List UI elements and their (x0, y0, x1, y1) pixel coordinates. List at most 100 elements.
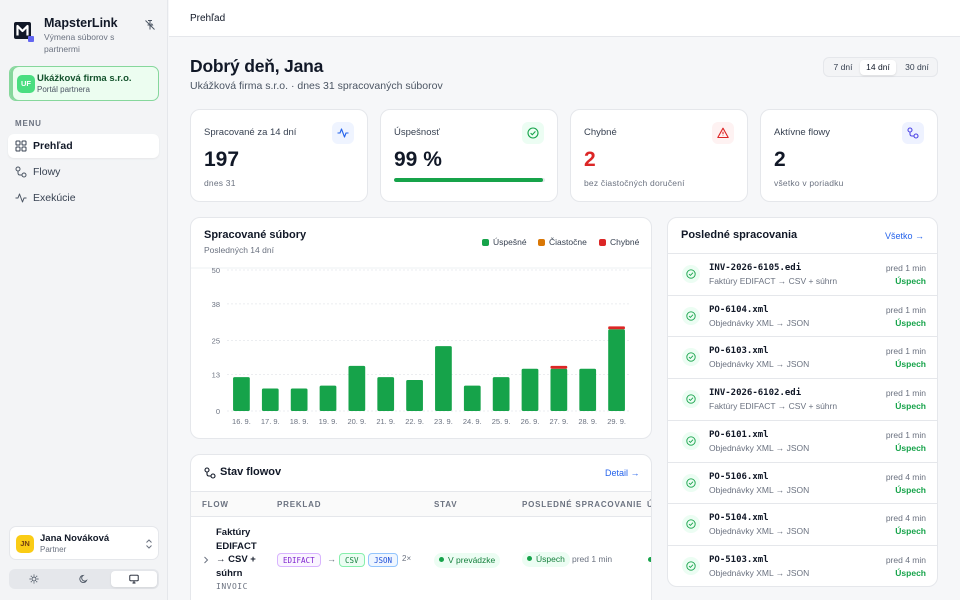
x-tick-label: 17. 9. (261, 417, 280, 426)
recent-all-link[interactable]: Všetko → (885, 231, 925, 241)
run-time: pred 1 min (885, 304, 926, 315)
y-tick-label: 25 (212, 337, 220, 346)
file-name[interactable]: PO-6103.xml (709, 346, 769, 357)
range-14d-button[interactable]: 14 dní (860, 60, 896, 75)
bar-success (348, 365, 366, 411)
list-item[interactable]: PO-5106.xml Objednávky XML → JSON pred 4 m… (668, 461, 937, 504)
bar-success (463, 385, 481, 411)
org-switcher[interactable]: UF Ukážková firma s.r.o. Portál partnera (9, 66, 159, 101)
topbar: Prehľad (169, 0, 960, 37)
list-item[interactable]: PO-5104.xml Objednávky XML → JSON pred 4 m… (668, 503, 937, 545)
unpin-icon[interactable] (144, 19, 156, 31)
kpi-value: 2 (584, 148, 596, 171)
theme-dark-button[interactable] (61, 571, 107, 587)
sidebar-item-exekucie[interactable]: Exekúcie (8, 186, 159, 210)
legend-label: Čiastočne (549, 237, 587, 247)
run-time: pred 4 min (885, 471, 926, 482)
grid-icon (15, 140, 27, 152)
kpi-sub: všetko v poriadku (774, 178, 844, 188)
theme-light-button[interactable] (11, 571, 57, 587)
range-selector: 7 dní 14 dní 30 dní (823, 57, 938, 77)
x-tick-label: 23. 9. (434, 417, 453, 426)
flows-detail-link[interactable]: Detail → (605, 468, 640, 478)
flow-description: Objednávky XML → JSON (709, 567, 810, 578)
list-item[interactable]: PO-5103.xml Objednávky XML → JSON pred 4 m… (668, 544, 937, 586)
run-status: Úspech (895, 526, 926, 537)
x-tick-label: 16. 9. (232, 417, 251, 426)
chart-card: Spracované súbory Posledných 14 dní Úspe… (190, 217, 652, 439)
sun-icon (29, 574, 39, 584)
chart-subtitle: Posledných 14 dní (204, 245, 274, 255)
file-name[interactable]: PO-5104.xml (709, 513, 769, 524)
sidebar-item-flowy[interactable]: Flowy (8, 160, 159, 184)
range-7d-button[interactable]: 7 dní (833, 62, 853, 72)
theme-system-button[interactable] (111, 571, 157, 587)
check-icon (686, 311, 696, 321)
y-tick-label: 0 (216, 407, 220, 416)
kpi-icon-box (902, 122, 924, 144)
run-status: Úspech (895, 484, 926, 495)
list-item[interactable]: INV-2026-6102.edi Faktúry EDIFACT → CSV +… (668, 378, 937, 420)
legend-swatch (482, 239, 489, 246)
run-status: Úspech (895, 442, 926, 453)
sidebar-item-label: Exekúcie (33, 192, 76, 204)
bar-success (435, 346, 452, 411)
brand[interactable]: MapsterLink Výmena súborov s partnermi (14, 16, 160, 56)
workflow-icon (907, 127, 919, 139)
user-menu[interactable]: JN Jana Nováková Partner (9, 526, 159, 560)
list-item[interactable]: INV-2026-6105.edi Faktúry EDIFACT → CSV +… (668, 253, 937, 295)
check-icon (686, 394, 696, 404)
avatar: JN (16, 535, 34, 553)
file-name[interactable]: INV-2026-6105.edi (709, 263, 802, 273)
kpi-icon-box (522, 122, 544, 144)
table-row[interactable]: Faktúry EDIFACT → CSV + súhrn INVOIC EDI… (191, 517, 651, 600)
list-item[interactable]: PO-6103.xml Objednávky XML → JSON pred 1 m… (668, 336, 937, 378)
sidebar-item-prehlad[interactable]: Prehľad (8, 134, 159, 158)
bar-success (579, 368, 597, 411)
x-tick-label: 25. 9. (492, 417, 511, 426)
column-header: POSLEDNÉ SPRACOVANIE (522, 500, 643, 509)
check-icon (686, 269, 696, 279)
status-badge: V prevádzke (434, 553, 501, 568)
sidebar-item-label: Prehľad (33, 140, 73, 152)
status-label: Úspech (536, 554, 565, 564)
legend-label: Úspešné (493, 237, 527, 247)
format-badge-target: JSON (368, 553, 399, 567)
y-tick-label: 50 (212, 266, 220, 275)
run-status: Úspech (895, 567, 926, 578)
chevron-right-icon[interactable] (203, 556, 209, 564)
x-tick-label: 29. 9. (607, 417, 626, 426)
sidebar-item-label: Flowy (33, 166, 61, 178)
flow-description: Objednávky XML → JSON (709, 359, 810, 370)
x-tick-label: 20. 9. (347, 417, 366, 426)
file-name[interactable]: INV-2026-6102.edi (709, 388, 802, 399)
success-progress-fill (394, 178, 544, 182)
run-status: Úspech (895, 276, 926, 286)
file-name[interactable]: PO-6104.xml (709, 304, 769, 315)
flow-name[interactable]: Faktúry EDIFACT → CSV + súhrn (216, 527, 257, 579)
bar-success (406, 379, 423, 411)
kpi-label: Aktívne flowy (774, 127, 830, 138)
org-name: Ukážková firma s.r.o. (37, 73, 132, 84)
chevron-up-down-icon (146, 539, 152, 549)
file-name[interactable]: PO-6101.xml (709, 429, 769, 440)
last-run-badge: Úspech (522, 552, 570, 567)
file-name[interactable]: PO-5103.xml (709, 554, 769, 565)
flow-description: Objednávky XML → JSON (709, 484, 810, 495)
breadcrumb: Prehľad (190, 13, 226, 24)
org-avatar: UF (17, 75, 35, 93)
file-name[interactable]: PO-5106.xml (709, 471, 769, 482)
list-item[interactable]: PO-6104.xml Objednávky XML → JSON pred 1 m… (668, 294, 937, 337)
flow-description: Objednávky XML → JSON (709, 317, 810, 328)
bar-success (290, 388, 308, 411)
range-30d-button[interactable]: 30 dní (905, 62, 929, 72)
list-item[interactable]: PO-6101.xml Objednávky XML → JSON pred 1 m… (668, 419, 937, 462)
last-run-time: pred 1 min (572, 554, 613, 564)
success-progress-bar (394, 178, 545, 182)
theme-switcher (9, 569, 159, 589)
run-time: pred 1 min (885, 263, 926, 273)
kpi-label: Úspešnosť (394, 127, 440, 138)
kpi-sub: bez čiastočných doručení (584, 178, 685, 188)
check-icon (686, 477, 696, 488)
check-icon (686, 436, 696, 446)
